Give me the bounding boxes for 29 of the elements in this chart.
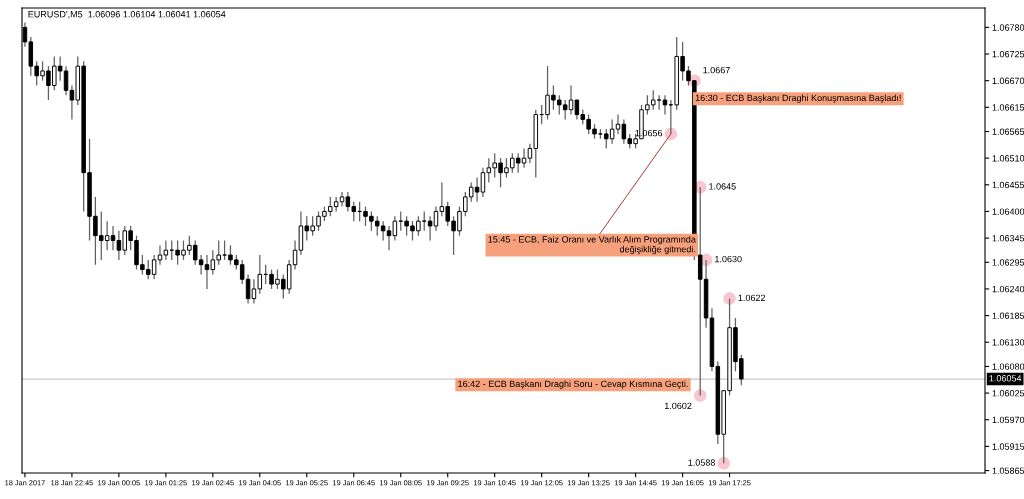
annotation: 1.0588 — [688, 459, 715, 466]
y-tick-label: 1.06670 — [992, 77, 1024, 85]
annotation: 16:42 - ECB Başkanı Draghi Soru - Cevap Kısmına Geçti. — [458, 380, 688, 389]
y-tick-label: 1.05915 — [992, 443, 1024, 450]
y-tick-label: 1.06455 — [992, 181, 1024, 189]
y-tick-label: 1.06025 — [992, 390, 1024, 397]
y-tick-label: 1.06240 — [992, 285, 1024, 293]
annotation: 1.0645 — [709, 183, 736, 190]
annotation: 1.0630 — [715, 255, 742, 263]
y-tick-label: 1.05865 — [992, 467, 1024, 474]
y-tick-label: 1.06725 — [992, 50, 1024, 58]
chart-title: EURUSD',M5 1.06096 1.06104 1.06041 1.06054 — [28, 11, 226, 19]
annotation: 16:30 - ECB Başkanı Draghi Konuşmasına Başladı! — [695, 94, 901, 103]
annotation: 1.0602 — [664, 402, 692, 410]
y-tick-label: 1.06130 — [992, 339, 1024, 346]
annotation: 1.0622 — [738, 294, 766, 302]
y-tick-label: 1.06780 — [992, 24, 1024, 31]
y-tick-label: 1.06510 — [992, 155, 1024, 162]
y-tick-label: 1.06345 — [992, 235, 1024, 242]
y-tick-label: 1.06400 — [992, 208, 1024, 215]
y-tick-label: 1.06615 — [992, 104, 1024, 111]
ref-line-label: 1.06054 — [989, 375, 1022, 382]
y-tick-label: 1.06295 — [992, 259, 1024, 266]
y-tick-label: 1.06565 — [992, 128, 1024, 135]
y-tick-label: 1.06185 — [992, 312, 1024, 319]
y-tick-label: 1.05970 — [992, 416, 1024, 424]
annotation: 15:45 - ECB, Faiz Oranı ve Varlık Alım Programında değişikliğe gitmedi. — [488, 235, 696, 255]
y-tick-label: 1.06080 — [992, 363, 1024, 370]
annotation: 1.0667 — [703, 66, 730, 74]
